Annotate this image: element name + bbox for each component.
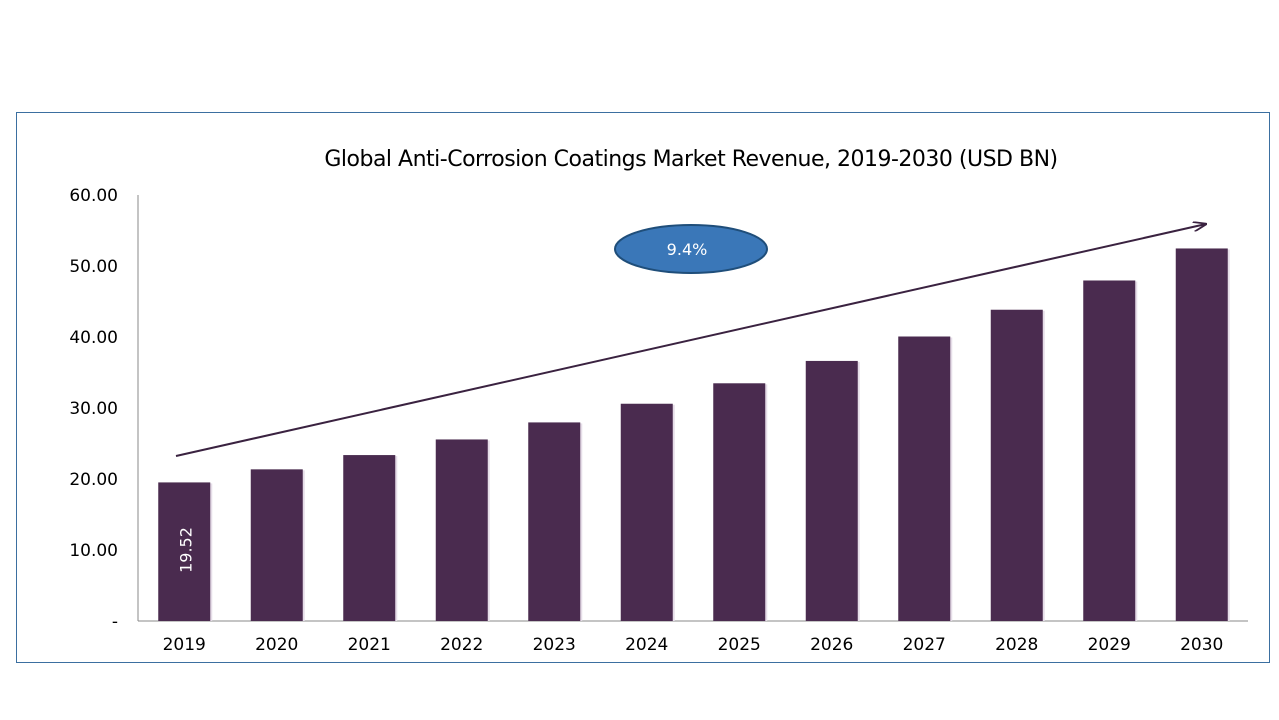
x-tick-label: 2020	[255, 635, 298, 655]
x-tick-labels: 2019 2020 2021 2022 2023 2024 2025 2026 2027 2028…	[163, 635, 1224, 655]
bar	[435, 439, 488, 621]
bar	[620, 403, 673, 621]
bar	[1175, 248, 1228, 621]
x-tick-label: 2026	[810, 635, 853, 655]
bar	[158, 482, 211, 621]
x-tick-label: 2025	[718, 635, 761, 655]
x-tick-label: 2030	[1180, 635, 1223, 655]
x-tick-label: 2027	[903, 635, 946, 655]
y-tick-label: 30.00	[69, 399, 118, 419]
bar	[528, 422, 581, 621]
y-tick-labels: - 10.00 20.00 30.00 40.00 50.00 60.00	[69, 186, 118, 632]
bar	[805, 360, 858, 621]
trend-arrow	[175, 224, 1206, 457]
cagr-label: 9.4%	[667, 240, 708, 259]
y-tick-label: 40.00	[69, 328, 118, 348]
chart-title: Global Anti-Corrosion Coatings Market Re…	[324, 147, 1058, 172]
annotations: 9.4%	[175, 224, 1206, 457]
data-labels: 19.52	[176, 527, 195, 573]
data-label: 19.52	[176, 527, 195, 573]
bars	[158, 248, 1230, 621]
x-tick-label: 2022	[440, 635, 483, 655]
y-tick-label: 60.00	[69, 186, 118, 206]
y-tick-label: 10.00	[69, 541, 118, 561]
y-tick-label: 20.00	[69, 470, 118, 490]
x-tick-label: 2029	[1088, 635, 1131, 655]
x-tick-label: 2024	[625, 635, 668, 655]
bar	[990, 309, 1043, 621]
x-tick-label: 2019	[163, 635, 206, 655]
x-tick-label: 2021	[348, 635, 391, 655]
bar	[250, 469, 303, 621]
axes	[137, 195, 1248, 622]
bar	[343, 455, 396, 621]
y-tick-label: -	[112, 612, 118, 632]
cagr-ellipse	[614, 224, 768, 274]
bar	[1083, 280, 1136, 621]
y-tick-label: 50.00	[69, 257, 118, 277]
x-tick-label: 2028	[995, 635, 1038, 655]
bar	[898, 336, 951, 621]
bar	[713, 383, 766, 621]
x-tick-label: 2023	[533, 635, 576, 655]
